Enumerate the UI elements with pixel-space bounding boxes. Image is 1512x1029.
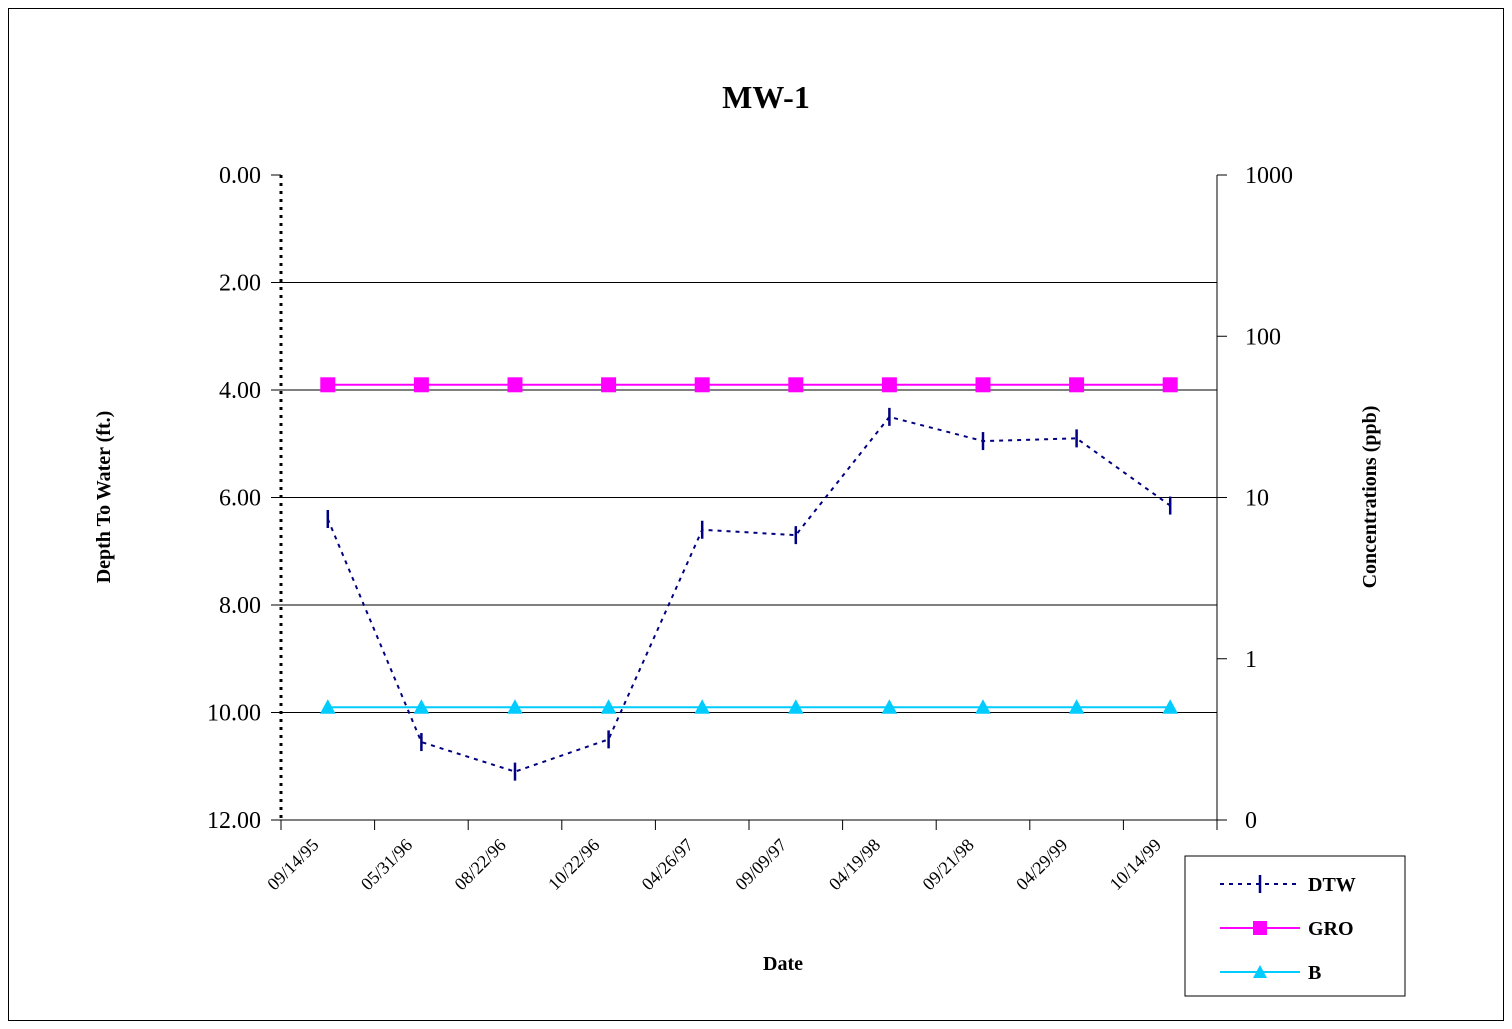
data-point-gro bbox=[601, 377, 617, 393]
data-point-gro bbox=[1069, 377, 1085, 393]
x-tick-label: 10/22/96 bbox=[544, 835, 603, 894]
x-axis-title: Date bbox=[763, 953, 803, 975]
x-tick-label: 05/31/96 bbox=[357, 835, 416, 894]
y2-tick-label: 10 bbox=[1245, 486, 1269, 512]
data-point-b bbox=[319, 699, 336, 714]
y2-tick-label: 0 bbox=[1245, 808, 1257, 834]
y-tick-label: 6.00 bbox=[219, 486, 261, 512]
x-tick-label: 09/09/97 bbox=[731, 835, 790, 894]
x-tick-label: 04/29/99 bbox=[1012, 835, 1071, 894]
legend-label-gro: GRO bbox=[1308, 918, 1354, 940]
data-point-b bbox=[694, 699, 711, 714]
chart-title: MW-1 bbox=[722, 79, 810, 115]
data-point-gro bbox=[1162, 377, 1178, 393]
chart-frame bbox=[8, 8, 1504, 1021]
data-point-b bbox=[413, 699, 430, 714]
y-tick-label: 8.00 bbox=[219, 593, 261, 619]
x-tick-label: 10/14/99 bbox=[1106, 835, 1165, 894]
legend-marker-b bbox=[1253, 965, 1267, 978]
y-tick-label: 12.00 bbox=[207, 808, 261, 834]
series-b bbox=[319, 699, 1179, 714]
x-tick-label: 04/26/97 bbox=[638, 835, 697, 894]
legend: DTW GRO B bbox=[1184, 855, 1406, 997]
data-point-b bbox=[1162, 699, 1179, 714]
y-tick-label: 4.00 bbox=[219, 378, 261, 404]
data-point-gro bbox=[507, 377, 523, 393]
legend-label-dtw: DTW bbox=[1308, 874, 1356, 896]
data-point-b bbox=[881, 699, 898, 714]
series-line-dtw bbox=[326, 415, 1171, 773]
x-tick-label: 09/14/95 bbox=[263, 835, 322, 894]
series-dtw bbox=[326, 407, 1172, 781]
data-point-gro bbox=[881, 377, 897, 393]
data-point-b bbox=[600, 699, 617, 714]
left-axis: 0.00 2.00 4.00 6.00 8.00 10.00 12.00 bbox=[207, 163, 283, 834]
data-point-b bbox=[507, 699, 523, 714]
legend-marker-gro bbox=[1253, 921, 1267, 935]
legend-label-b: B bbox=[1308, 962, 1321, 984]
data-point-b bbox=[787, 699, 804, 714]
gridlines bbox=[281, 282, 1217, 713]
y-tick-label: 0.00 bbox=[219, 163, 261, 189]
x-axis: 09/14/95 05/31/96 08/22/96 10/22/96 04/26/97… bbox=[263, 820, 1218, 894]
y-tick-label: 10.00 bbox=[207, 701, 261, 727]
y2-tick-label: 1 bbox=[1245, 647, 1257, 673]
data-point-b bbox=[975, 699, 991, 714]
x-tick-label: 04/19/98 bbox=[825, 835, 884, 894]
data-point-b bbox=[1068, 699, 1085, 714]
y2-axis-title: Concentrations (ppb) bbox=[1359, 406, 1381, 589]
series-gro bbox=[320, 377, 1178, 393]
y-axis-title: Depth To Water (ft.) bbox=[93, 411, 115, 584]
data-point-gro bbox=[788, 377, 804, 393]
legend-box bbox=[1184, 855, 1406, 997]
data-point-gro bbox=[975, 377, 991, 393]
x-tick-label: 09/21/98 bbox=[918, 835, 977, 894]
data-point-gro bbox=[413, 377, 429, 393]
y-tick-label: 2.00 bbox=[219, 271, 261, 297]
y2-tick-label: 100 bbox=[1245, 324, 1281, 350]
data-point-gro bbox=[320, 377, 336, 393]
y2-tick-label: 1000 bbox=[1245, 163, 1293, 189]
series-layer bbox=[319, 377, 1179, 781]
x-tick-label: 08/22/96 bbox=[450, 835, 509, 894]
data-point-gro bbox=[694, 377, 710, 393]
